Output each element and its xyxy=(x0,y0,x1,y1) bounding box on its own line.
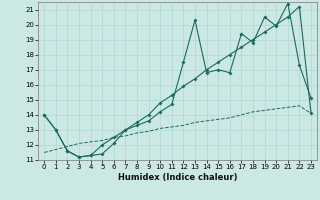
X-axis label: Humidex (Indice chaleur): Humidex (Indice chaleur) xyxy=(118,173,237,182)
